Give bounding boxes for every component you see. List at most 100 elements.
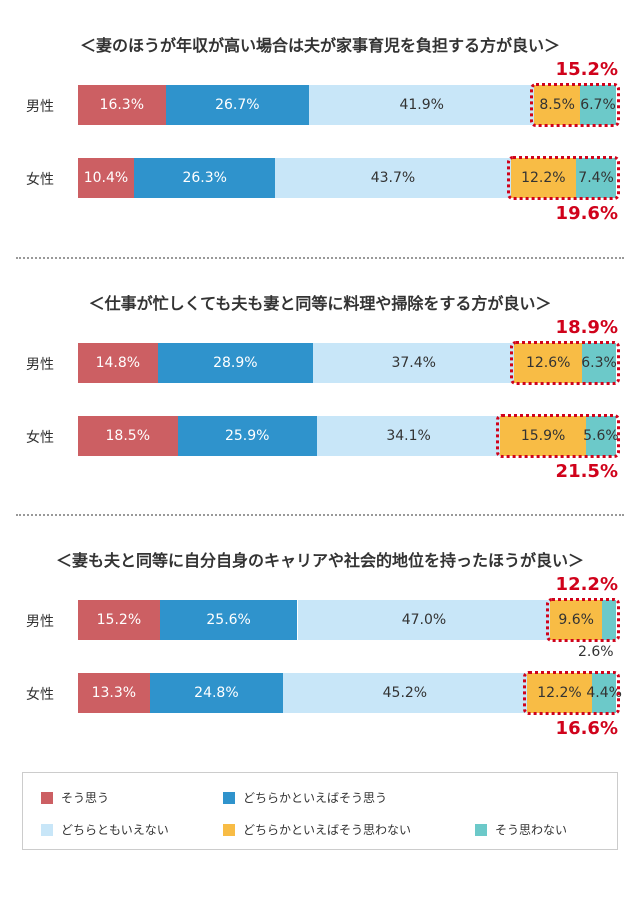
legend-label: そう思わない [495,823,568,837]
bar-value-label: 28.9% [213,355,258,371]
legend-label: そう思う [61,791,110,805]
section-divider [16,514,624,516]
bar-segment: 25.9% [177,416,317,456]
bar-segment: 34.1% [316,416,501,456]
bar-segment: 47.0% [297,600,551,640]
disagree-highlight-box [530,83,620,127]
bar-segment: 15.9% [500,416,586,456]
disagree-total-label: 15.2% [555,59,618,80]
bar-segment: 26.3% [133,158,276,198]
bar-segment: 16.3% [78,85,166,125]
legend-swatch-somewhat-agree [223,791,235,804]
stacked-bar: 18.5% 25.9% 34.1% 15.9% 5.6% [78,416,619,456]
legend-swatch-neutral [41,823,53,836]
bar-segment: 12.2% [526,673,593,713]
bar-segment: 14.8% [78,343,158,383]
legend-item-somewhat-agree: どちらかといえばそう思う [223,789,387,806]
row-label: 男性 [26,357,54,373]
chart-section: ＜妻のほうが年収が高い場合は夫が家事育児を負担する方が良い＞ 男性 16.3% 26.… [0,0,640,250]
legend-item-neutral: どちらともいえない [41,821,169,838]
bar-segment: 28.9% [157,343,314,383]
bar-value-label: 34.1% [386,428,431,444]
legend-label: どちらかといえばそう思う [243,791,388,805]
bar-segment: 4.4% [586,673,622,713]
bar-segment: 12.2% [510,158,577,198]
bar-segment: 15.2% [78,600,160,640]
chart-section: ＜仕事が忙しくても夫も妻と同等に料理や掃除をする方が良い＞ 男性 14.8% 28.9… [0,258,640,508]
bar-value-label-outside: 2.6% [578,644,614,660]
bar-segment: 18.5% [78,416,178,456]
bar-segment: 7.4% [576,158,616,198]
stacked-bar: 10.4% 26.3% 43.7% 12.2% 7.4% [78,158,616,198]
disagree-highlight-box [522,671,620,715]
bar-segment: 6.7% [579,85,616,125]
disagree-total-label: 16.6% [555,718,618,739]
disagree-highlight-box [496,414,620,458]
bar-segment: 37.4% [313,343,515,383]
stacked-bar: 15.2% 25.6% 47.0% 9.6% [78,600,616,640]
bar-value-label: 25.9% [224,428,270,444]
row-label: 男性 [26,614,54,630]
bar-segment: 24.8% [149,673,284,713]
legend-label: どちらともいえない [61,823,169,837]
legend-item-somewhat-disagree: どちらかといえばそう思わない [223,821,411,838]
legend-label: どちらかといえばそう思わない [243,823,412,837]
bar-value-label: 4.4% [586,685,622,701]
legend-swatch-agree [41,791,53,804]
bar-value-label: 5.6% [583,428,619,444]
bar-segment: 10.4% [78,158,134,198]
bar-value-label: 12.2% [521,170,566,186]
bar-segment: 5.6% [583,416,619,456]
bar-segment: 43.7% [275,158,511,198]
stacked-bar: 13.3% 24.8% 45.2% 12.2% 4.4% [78,673,622,713]
legend-swatch-disagree [475,823,487,836]
legend-item-agree: そう思う [41,789,109,806]
bar-segment: 13.3% [78,673,150,713]
bar-segment [602,600,616,640]
row-label: 女性 [26,172,54,188]
bar-segment: 6.3% [581,343,617,383]
bar-value-label: 37.4% [391,355,436,371]
row-label: 女性 [26,430,54,446]
disagree-highlight-box [506,156,620,200]
bar-segment: 12.6% [514,343,583,383]
bar-segment: 45.2% [283,673,527,713]
bar-value-label: 15.9% [520,428,566,444]
chart-section: ＜妻も夫と同等に自分自身のキャリアや社会的地位を持ったほうが良い＞ 男性 2.6% 1… [0,515,640,765]
row-label: 女性 [26,687,54,703]
bar-segment: 9.6% [550,600,602,640]
disagree-total-label: 21.5% [555,461,618,482]
bar-value-label: 47.0% [401,612,447,628]
bar-value-label: 12.6% [525,355,571,371]
chart-title: ＜妻も夫と同等に自分自身のキャリアや社会的地位を持ったほうが良い＞ [55,551,584,570]
bar-value-label: 6.3% [581,355,617,371]
bar-value-label: 25.6% [206,612,251,628]
bar-value-label: 41.9% [399,97,444,113]
bar-value-label: 9.6% [558,612,594,628]
bar-segment: 26.7% [165,85,310,125]
bar-segment: 8.5% [534,85,580,125]
legend-swatch-somewhat-disagree [223,823,235,836]
bar-value-label: 18.5% [105,428,150,444]
bar-segment: 25.6% [159,600,298,640]
bar-value-label: 14.8% [95,355,141,371]
chart-title: ＜仕事が忙しくても夫も妻と同等に料理や掃除をする方が良い＞ [88,294,552,313]
bar-value-label: 26.7% [215,97,260,113]
chart-title: ＜妻のほうが年収が高い場合は夫が家事育児を負担する方が良い＞ [79,36,560,55]
bar-value-label: 10.4% [83,170,129,186]
section-divider [16,257,624,259]
bar-value-label: 12.2% [537,685,582,701]
legend: そう思う どちらかといえばそう思う どちらともいえない どちらかといえばそう思わ… [22,772,618,850]
bar-value-label: 26.3% [182,170,227,186]
bar-value-label: 7.4% [578,170,614,186]
stacked-bar: 16.3% 26.7% 41.9% 8.5% 6.7% [78,85,616,125]
bar-segment: 41.9% [309,85,535,125]
bar-value-label: 43.7% [370,170,416,186]
legend-item-disagree: そう思わない [475,821,567,838]
bar-value-label: 8.5% [539,97,575,113]
bar-value-label: 13.3% [91,685,137,701]
row-label: 男性 [26,99,54,115]
bar-value-label: 15.2% [96,612,142,628]
disagree-highlight-box [510,341,620,385]
bar-value-label: 45.2% [382,685,428,701]
